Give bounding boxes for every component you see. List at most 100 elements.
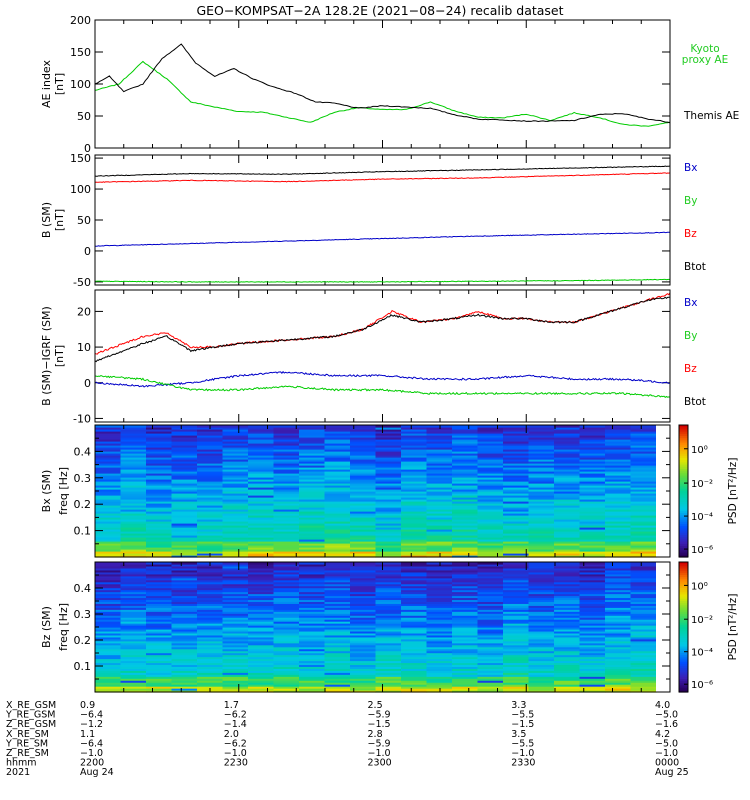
spectrogram-cell bbox=[401, 672, 428, 675]
spectrogram-cell bbox=[299, 579, 326, 583]
spectrogram-cell bbox=[197, 632, 224, 636]
spectrogram-cell bbox=[375, 640, 402, 644]
orbit-cell: −1.0 bbox=[511, 748, 534, 759]
spectrogram-cell bbox=[605, 519, 632, 522]
spectrogram-cell bbox=[605, 555, 632, 558]
spectrogram-cell bbox=[324, 562, 351, 565]
spectrogram-cell bbox=[120, 433, 147, 436]
spectrogram-cell bbox=[299, 499, 326, 502]
spectrogram-cell bbox=[248, 493, 275, 496]
spectrogram-cell bbox=[528, 591, 555, 595]
colorbar-step bbox=[679, 687, 688, 691]
spectrogram-cell bbox=[324, 589, 351, 593]
spectrogram-cell bbox=[146, 672, 173, 675]
spectrogram-cell bbox=[579, 511, 606, 514]
spectrogram-cell bbox=[248, 499, 275, 502]
spectrogram-cell bbox=[477, 581, 504, 585]
spectrogram-cell bbox=[375, 599, 402, 602]
spectrogram-cell bbox=[401, 567, 428, 571]
spectrogram-cell bbox=[350, 425, 377, 428]
colorbar-step bbox=[679, 568, 688, 572]
spectrogram-cell bbox=[477, 485, 504, 488]
spectrogram-cell bbox=[222, 535, 249, 538]
legend-btot: Btot bbox=[684, 261, 706, 273]
spectrogram-cell bbox=[477, 455, 504, 458]
spectrogram-cell bbox=[248, 519, 275, 522]
spectrogram-cell bbox=[528, 619, 555, 622]
spectrogram-cell bbox=[273, 601, 300, 604]
spectrogram-cell bbox=[503, 587, 530, 591]
spectrogram-cell bbox=[503, 642, 530, 646]
spectrogram-cell bbox=[248, 652, 275, 656]
spectrogram-cell bbox=[222, 459, 249, 462]
spectrogram-cell bbox=[630, 473, 657, 476]
spectrogram-cell bbox=[171, 513, 198, 516]
spectrogram-cell bbox=[528, 587, 555, 591]
spectrogram-cell bbox=[273, 686, 300, 689]
spectrogram-cell bbox=[401, 634, 428, 638]
spectrogram-cell bbox=[579, 628, 606, 632]
spectrogram-cell bbox=[401, 611, 428, 614]
spectrogram-cell bbox=[401, 666, 428, 669]
spectrogram-cell bbox=[197, 658, 224, 662]
spectrogram-cell bbox=[630, 445, 657, 448]
spectrogram-cell bbox=[273, 634, 300, 638]
spectrogram-cell bbox=[197, 674, 224, 677]
spectrogram-cell bbox=[477, 656, 504, 660]
spectrogram-cell bbox=[273, 672, 300, 675]
spectrogram-cell bbox=[554, 437, 581, 440]
spectrogram-cell bbox=[630, 682, 657, 685]
spectrogram-cell bbox=[299, 648, 326, 652]
spectrogram-cell bbox=[452, 658, 479, 662]
spectrogram-cell bbox=[605, 658, 632, 662]
spectrogram-cell bbox=[248, 648, 275, 652]
spectrogram-cell bbox=[605, 483, 632, 486]
spectrogram-cell bbox=[528, 627, 555, 630]
spectrogram-cell bbox=[426, 495, 453, 498]
spectrogram-cell bbox=[503, 501, 530, 504]
spectrogram-cell bbox=[222, 453, 249, 456]
spectrogram-cell bbox=[452, 531, 479, 534]
spectrogram-cell bbox=[401, 638, 428, 642]
spectrogram-cell bbox=[95, 658, 122, 662]
spectrogram-cell bbox=[120, 521, 147, 524]
colorbar-step bbox=[679, 674, 688, 678]
spectrogram-cell bbox=[273, 525, 300, 528]
spectrogram-cell bbox=[299, 581, 326, 585]
spectrogram-cell bbox=[222, 619, 249, 622]
spectrogram-cell bbox=[95, 515, 122, 518]
spectrogram-cell bbox=[477, 431, 504, 434]
spectrogram-specz bbox=[95, 562, 670, 693]
spectrogram-cell bbox=[171, 621, 198, 624]
spectrogram-cell bbox=[401, 623, 428, 626]
spectrogram-cell bbox=[630, 481, 657, 484]
spectrogram-cell bbox=[248, 605, 275, 608]
spectrogram-cell bbox=[95, 535, 122, 538]
spectrogram-cell bbox=[375, 485, 402, 488]
colorbar-step bbox=[679, 535, 688, 538]
spectrogram-cell bbox=[503, 666, 530, 669]
spectrogram-cell bbox=[248, 569, 275, 573]
spectrogram-cell bbox=[630, 617, 657, 620]
spectrogram-cell bbox=[630, 545, 657, 548]
spectrogram-cell bbox=[146, 449, 173, 452]
spectrogram-cell bbox=[350, 529, 377, 532]
spectrogram-cell bbox=[95, 591, 122, 595]
spectrogram-cell bbox=[401, 453, 428, 456]
spectrogram-cell bbox=[273, 650, 300, 654]
colorbar-step bbox=[679, 659, 688, 663]
spectrogram-cell bbox=[375, 680, 402, 683]
spectrogram-cell bbox=[401, 551, 428, 554]
legend-kyoto-proxy-ae: Kyoto bbox=[690, 43, 719, 55]
spectrogram-cell bbox=[579, 533, 606, 536]
spectrogram-cell bbox=[452, 529, 479, 532]
spectrogram-cell bbox=[554, 562, 581, 565]
spectrogram-cell bbox=[324, 551, 351, 554]
spectrogram-cell bbox=[579, 640, 606, 644]
colorbar-step bbox=[679, 530, 688, 534]
series-line-bz bbox=[94, 172, 671, 183]
spectrogram-cell bbox=[401, 684, 428, 687]
spectrogram-cell bbox=[350, 435, 377, 438]
spectrogram-cell bbox=[197, 487, 224, 490]
spectrogram-cell bbox=[222, 449, 249, 452]
